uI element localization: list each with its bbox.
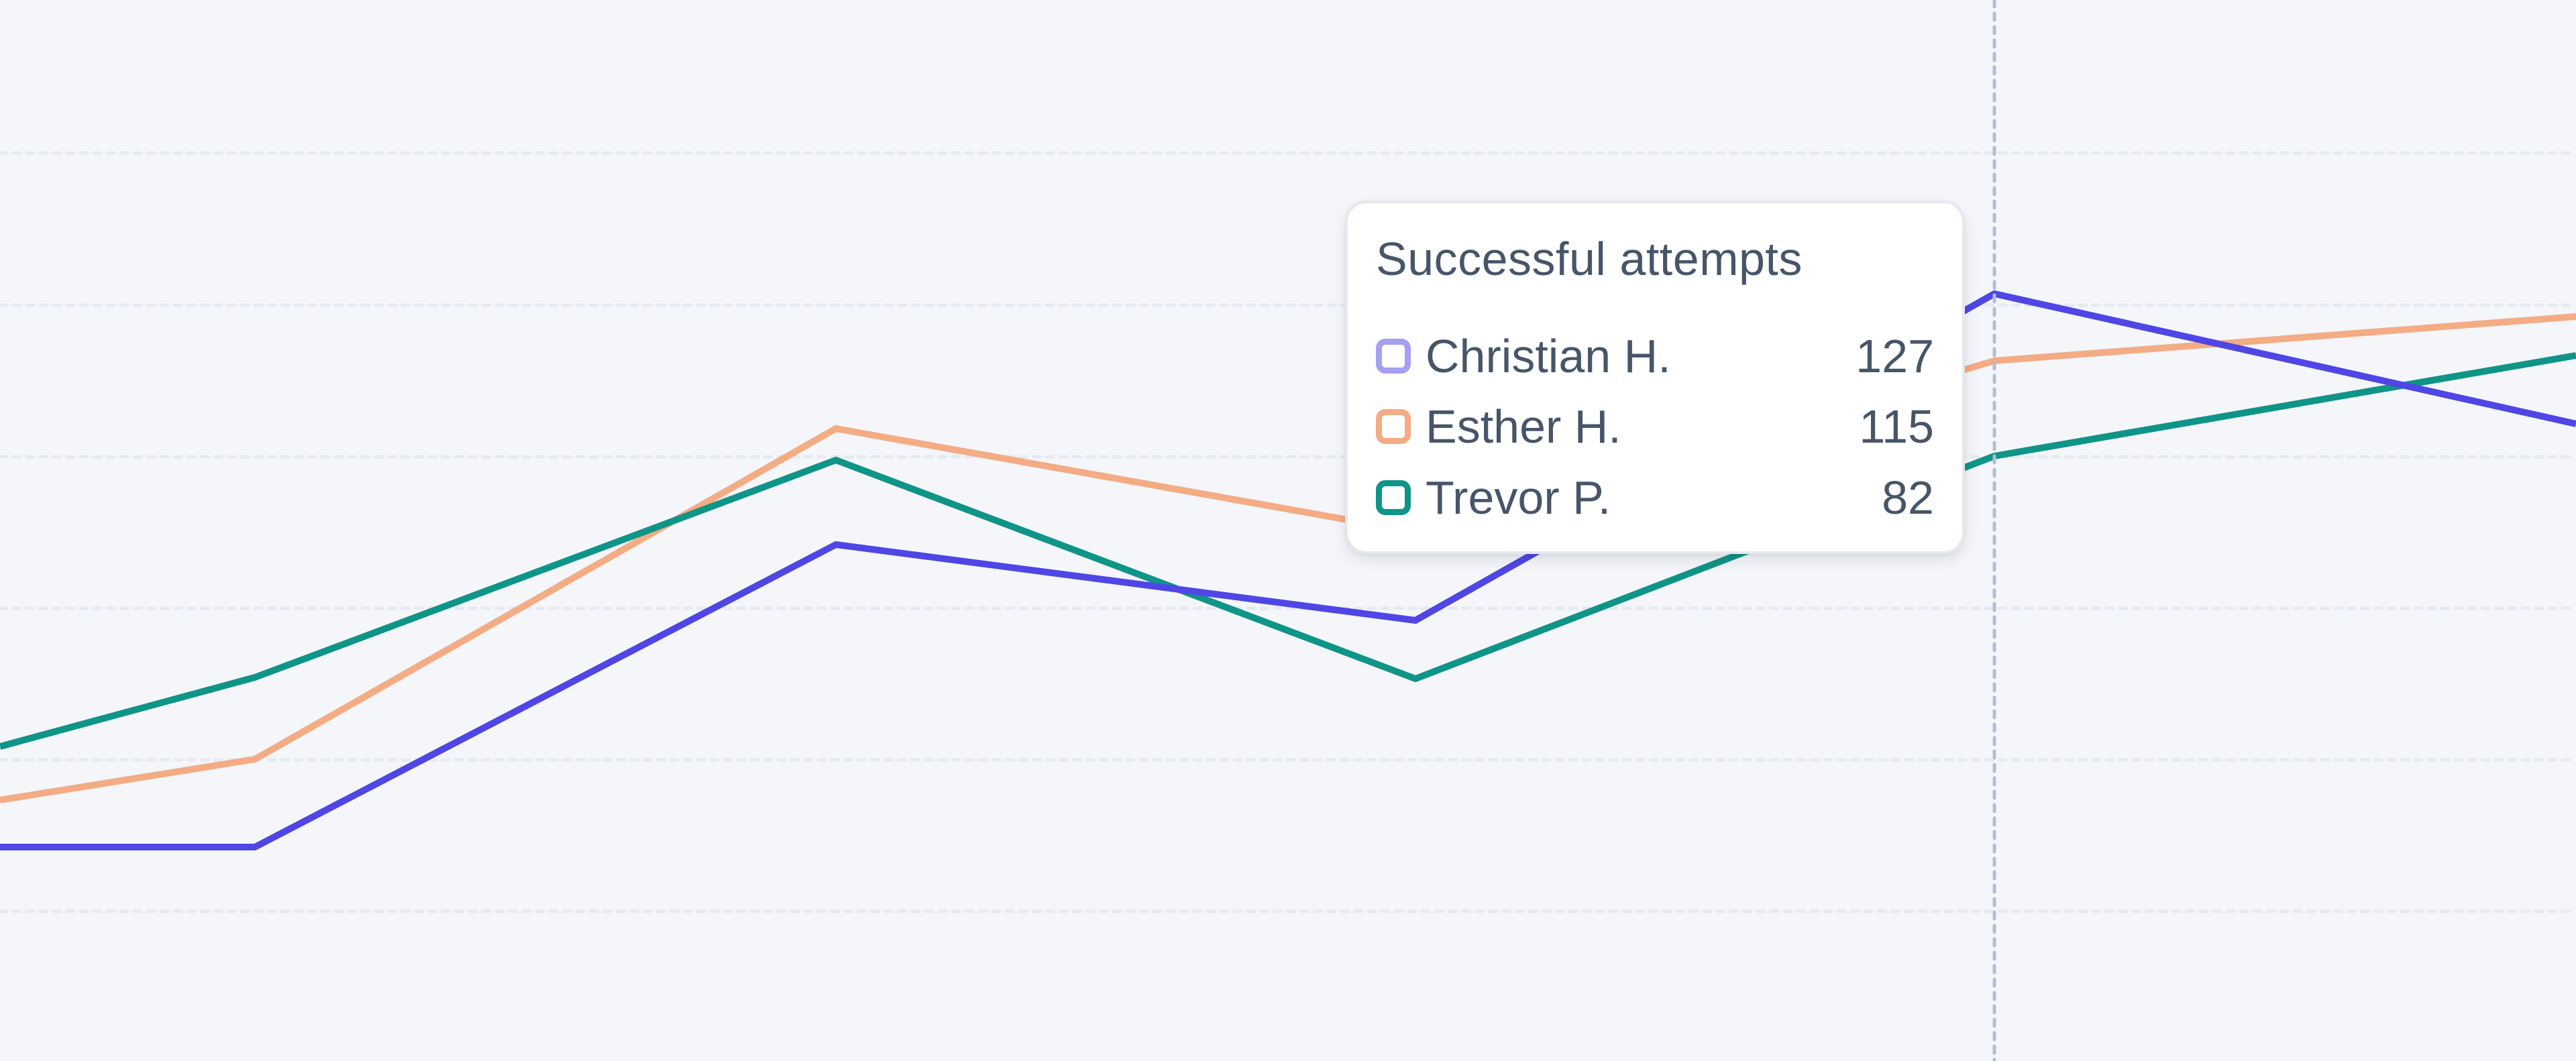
- series-label: Esther H.: [1426, 400, 1621, 453]
- series-label: Trevor P.: [1426, 471, 1611, 524]
- tooltip-title: Successful attempts: [1376, 233, 1803, 285]
- series-lines: [0, 290, 2576, 850]
- series-line-esther-h[interactable]: [0, 313, 2576, 803]
- series-value: 127: [1856, 330, 1934, 382]
- series-value: 82: [1882, 471, 1934, 524]
- series-value: 115: [1859, 400, 1934, 453]
- series-marker-icon: [1376, 480, 1411, 515]
- hover-tooltip: Successful attempts Christian H. 127 Est…: [1345, 201, 1965, 554]
- gridlines: [0, 151, 2576, 913]
- series-marker-icon: [1376, 339, 1411, 374]
- series-line-trevor-p[interactable]: [0, 352, 2576, 750]
- series-line-christian-h[interactable]: [0, 290, 2576, 850]
- tooltip-row-trevor: Trevor P. 82: [1376, 467, 1934, 528]
- tooltip-row-christian: Christian H. 127: [1376, 326, 1934, 386]
- tooltip-row-esther: Esther H. 115: [1376, 396, 1934, 457]
- series-marker-icon: [1376, 409, 1411, 444]
- series-label: Christian H.: [1426, 330, 1671, 382]
